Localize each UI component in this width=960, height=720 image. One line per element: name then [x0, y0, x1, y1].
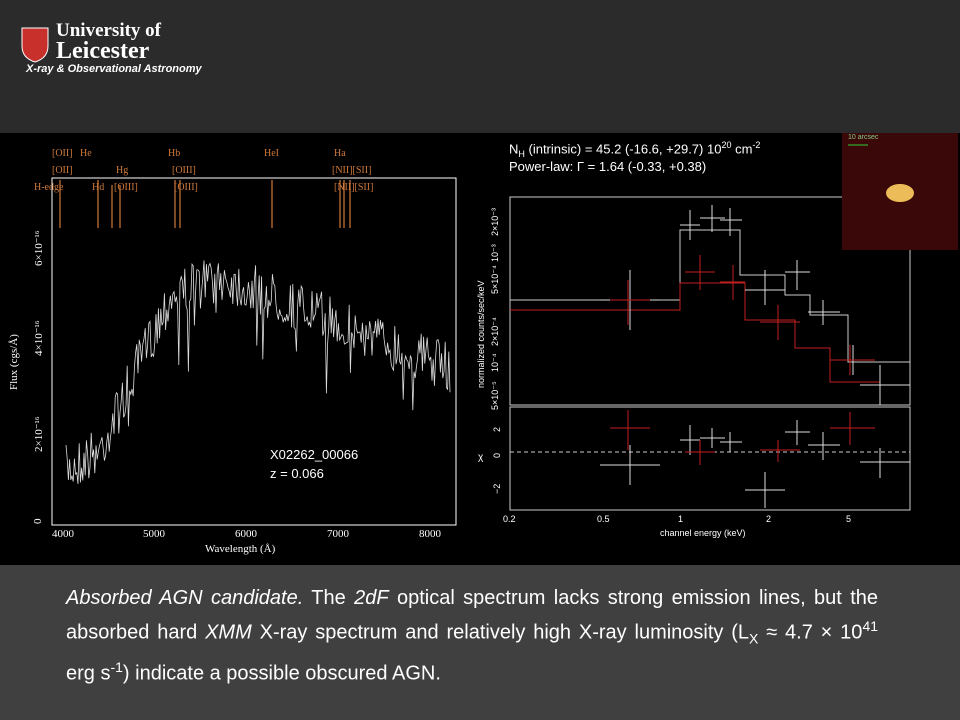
x-tick-label: 0.5 — [597, 514, 610, 524]
text: XMM — [205, 621, 252, 644]
logo-shield — [21, 27, 49, 63]
line-label: Hb — [168, 148, 181, 159]
text: ≈ 4.7 × 10 — [758, 621, 863, 644]
department: X-ray & Observational Astronomy — [26, 63, 202, 75]
line-label: [OIII] — [174, 182, 198, 193]
text: The — [303, 587, 355, 609]
x-tick-label: 0.2 — [503, 514, 516, 524]
logo-name: Leicester — [56, 38, 150, 64]
xray-points-red — [610, 255, 875, 465]
text: X — [749, 630, 759, 647]
x-tick-label: 7000 — [327, 528, 349, 540]
text: ) indicate a possible obscured AGN. — [122, 662, 441, 685]
y-axis-label: Flux (cgs/Å) — [8, 334, 20, 390]
x-tick-label: 1 — [678, 514, 684, 524]
line-label: [NII][SII] — [334, 182, 374, 193]
y-tick-label: 10⁻³ — [490, 244, 500, 262]
x-axis-label: channel energy (keV) — [660, 528, 746, 538]
line-label: [NII][SII] — [332, 165, 372, 176]
scale-label: 10 arcsec — [848, 134, 879, 141]
spectrum-trace — [65, 260, 451, 484]
line-label: He — [80, 148, 92, 159]
line-label: Hd — [92, 182, 105, 193]
y-tick-label: 4×10⁻¹⁶ — [33, 320, 45, 356]
line-label: [OIII] — [114, 182, 138, 193]
optical-frame — [51, 177, 457, 526]
text: cm — [731, 141, 753, 157]
redshift: z = 0.066 — [270, 466, 324, 481]
text: -2 — [752, 140, 761, 150]
source-blob — [886, 184, 914, 202]
x-tick-label: 8000 — [419, 528, 441, 540]
figure-panel — [0, 133, 960, 565]
x-tick-label: 2 — [766, 514, 772, 524]
y-tick-label: 2×10⁻³ — [490, 207, 500, 236]
emission-markers — [59, 180, 351, 228]
nh-fit: NH (intrinsic) = 45.2 (-16.6, +29.7) 102… — [509, 140, 760, 159]
text: optical spectrum lacks strong emission l… — [66, 587, 879, 644]
logo-university: University of — [56, 20, 162, 41]
line-label: Ha — [334, 148, 346, 159]
y-tick-label: 2×10⁻¹⁶ — [33, 416, 45, 452]
line-label: [OIII] — [172, 165, 196, 176]
text: 20 — [721, 140, 732, 150]
caption: Absorbed AGN candidate. The 2dF optical … — [66, 584, 878, 687]
line-label: [OII] — [52, 165, 73, 176]
line-label: H-edge — [34, 182, 64, 193]
y-tick-label: 5×10⁻⁴ — [490, 265, 500, 294]
model-red — [510, 282, 880, 383]
text: Absorbed AGN candidate. — [66, 587, 304, 609]
line-label: HeI — [264, 148, 279, 159]
y-tick-label: 10⁻⁴ — [490, 353, 500, 372]
y-tick-label: 0 — [32, 518, 44, 525]
resid-label: χ — [478, 452, 484, 463]
object-name: X02262_00066 — [270, 447, 359, 462]
xray-frame — [509, 196, 911, 406]
y-axis-label: normalized counts/sec/keV — [476, 280, 486, 388]
text: (intrinsic) = 45.2 (-16.6, +29.7) 10 — [524, 141, 722, 157]
header-bar — [0, 0, 960, 133]
resid-frame — [509, 406, 911, 511]
model-white — [510, 229, 910, 363]
text: N — [509, 141, 519, 157]
y-tick-label: 6×10⁻¹⁶ — [33, 230, 45, 266]
text: H — [518, 148, 525, 159]
text: X-ray spectrum and relatively high X-ray… — [251, 621, 750, 644]
xray-points-white — [600, 205, 910, 508]
line-label: [OII] — [52, 148, 73, 159]
text: erg s — [66, 662, 111, 685]
x-tick-label: 5000 — [143, 528, 165, 540]
resid-tick: 0 — [492, 452, 502, 458]
x-tick-label: 5 — [846, 514, 852, 524]
x-tick-label: 6000 — [235, 528, 257, 540]
x-axis-label: Wavelength (Å) — [205, 543, 276, 555]
text: 41 — [862, 618, 879, 634]
y-tick-label: 2×10⁻⁴ — [490, 317, 500, 346]
resid-tick: 2 — [492, 426, 502, 432]
powerlaw-fit: Power-law: Γ = 1.64 (-0.33, +0.38) — [509, 159, 707, 174]
resid-tick: −2 — [492, 483, 502, 494]
y-tick-label: 5×10⁻⁵ — [490, 381, 500, 410]
line-label: Hg — [116, 165, 129, 176]
text: -1 — [110, 658, 123, 675]
x-tick-label: 4000 — [52, 528, 74, 540]
text: 2dF — [354, 587, 389, 609]
